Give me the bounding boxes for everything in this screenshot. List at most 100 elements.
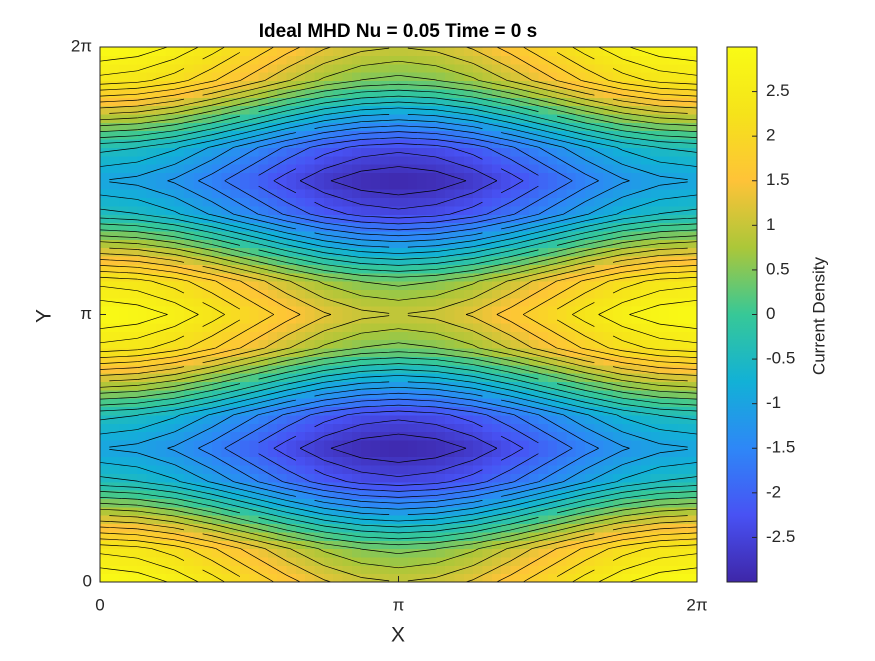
heat-cell xyxy=(258,105,269,115)
heat-cell xyxy=(258,373,269,382)
heat-cell xyxy=(482,389,493,399)
heat-cell xyxy=(557,456,568,466)
heat-cell xyxy=(295,347,306,357)
heat-cell xyxy=(342,297,353,307)
heat-cell xyxy=(202,381,213,391)
heat-cell xyxy=(585,456,595,466)
contour-line xyxy=(547,46,586,81)
heat-cell xyxy=(118,46,129,56)
heat-cell xyxy=(426,506,437,516)
heat-cell xyxy=(641,481,651,491)
heat-cell xyxy=(603,548,614,558)
heat-cell xyxy=(501,490,512,500)
heat-cell xyxy=(258,473,269,483)
heat-cell xyxy=(491,439,502,449)
heat-cell xyxy=(342,88,353,98)
heat-cell xyxy=(323,389,334,399)
heat-cell xyxy=(165,347,176,357)
contour-line xyxy=(659,385,698,412)
heat-cell xyxy=(454,281,465,291)
heat-cell xyxy=(650,289,661,299)
heat-cell xyxy=(305,414,316,424)
heat-cell xyxy=(510,46,521,56)
heat-cell xyxy=(118,356,129,366)
heat-cell xyxy=(295,306,306,316)
heat-cell xyxy=(305,97,316,107)
heat-cell xyxy=(370,398,381,408)
heat-cell xyxy=(678,331,689,341)
heat-cell xyxy=(342,481,353,491)
heat-cell xyxy=(631,314,642,324)
heat-cell xyxy=(127,80,138,90)
heat-cell xyxy=(463,414,474,424)
heat-cell xyxy=(603,531,614,541)
heat-cell xyxy=(603,130,614,140)
heat-cell xyxy=(603,464,614,474)
heat-cell xyxy=(641,356,651,366)
heat-cell xyxy=(305,164,316,173)
heat-cell xyxy=(510,548,521,558)
heat-cell xyxy=(165,222,176,232)
heat-cell xyxy=(501,473,512,483)
heat-cell xyxy=(426,55,437,65)
contour-line xyxy=(547,481,586,516)
heat-cell xyxy=(641,498,651,508)
heat-cell xyxy=(398,523,409,533)
contour-line xyxy=(472,447,511,483)
heat-cell xyxy=(557,515,568,525)
heat-cell xyxy=(435,448,446,458)
heat-cell xyxy=(538,540,549,550)
heat-cell xyxy=(155,88,166,98)
heat-cell xyxy=(370,138,381,148)
heat-cell xyxy=(650,464,661,474)
heat-cell xyxy=(594,255,605,265)
heat-cell xyxy=(650,456,661,466)
contour-line xyxy=(659,56,698,76)
heat-cell xyxy=(659,105,670,115)
heat-cell xyxy=(407,456,418,466)
heat-cell xyxy=(398,414,409,424)
heat-cell xyxy=(622,255,633,265)
contour-line xyxy=(361,83,399,111)
heat-cell xyxy=(389,439,400,449)
heat-cell xyxy=(566,314,577,324)
heat-cell xyxy=(501,306,512,316)
heat-cell xyxy=(491,414,502,424)
heat-cell xyxy=(669,439,679,449)
heat-cell xyxy=(333,239,344,249)
heat-cell xyxy=(435,381,446,391)
heat-cell xyxy=(249,406,260,416)
heat-cell xyxy=(109,506,120,516)
heat-cell xyxy=(323,264,334,274)
heat-cell xyxy=(379,138,390,148)
contour-line xyxy=(323,247,362,282)
heat-cell xyxy=(417,222,428,232)
heat-cell xyxy=(557,373,568,382)
heat-cell xyxy=(463,189,474,199)
heat-cell xyxy=(277,498,288,508)
heat-cell xyxy=(267,414,278,424)
heat-cell xyxy=(687,189,698,199)
heat-cell xyxy=(585,406,595,416)
contour-line xyxy=(398,483,436,515)
heat-cell xyxy=(641,406,651,416)
heat-cell xyxy=(631,373,642,382)
heat-cell xyxy=(165,498,176,508)
heat-cell xyxy=(267,473,278,483)
heat-cell xyxy=(575,406,586,416)
heat-cell xyxy=(426,272,437,282)
heat-cell xyxy=(622,46,633,56)
heat-cell xyxy=(585,46,595,56)
heat-cell xyxy=(155,172,166,182)
heat-cell xyxy=(118,297,129,307)
heat-cell xyxy=(603,339,614,349)
heat-cell xyxy=(183,347,194,357)
heat-cell xyxy=(575,339,586,349)
heat-cell xyxy=(314,281,325,291)
heat-cell xyxy=(323,473,334,483)
heat-cell xyxy=(239,164,250,173)
heat-cell xyxy=(687,88,698,98)
heat-cell xyxy=(137,289,148,299)
heat-cell xyxy=(435,155,446,165)
heat-cell xyxy=(146,398,157,408)
